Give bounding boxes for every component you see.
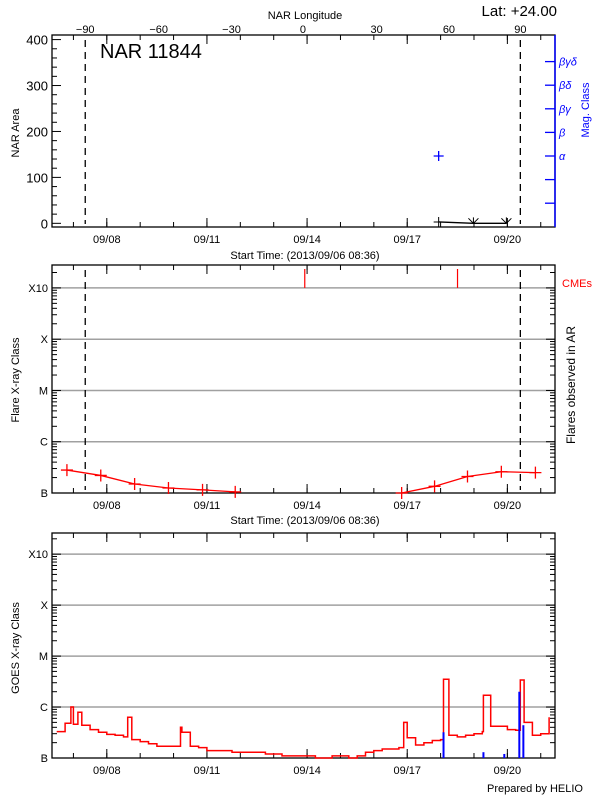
- goes-flux-line: [56, 678, 550, 759]
- longitude-tick-label: −90: [76, 24, 95, 36]
- panel1-x-tick-label: 09/17: [393, 234, 421, 246]
- longitude-tick-label: −30: [222, 24, 241, 36]
- panel2-xlabel: Start Time: (2013/09/06 08:36): [230, 515, 379, 527]
- flare-point: [162, 482, 175, 495]
- panel3-y-tick-label: C: [40, 702, 48, 714]
- longitude-tick-label: 90: [514, 24, 526, 36]
- longitude-tick-label: 30: [370, 24, 382, 36]
- panel2-y-tick-label: M: [39, 385, 48, 397]
- panel1-x-tick-label: 09/14: [293, 234, 321, 246]
- panel1-y-tick-label: 200: [26, 124, 48, 139]
- panel2-y-tick-label: B: [41, 488, 48, 500]
- top-axis-label: NAR Longitude: [268, 10, 343, 22]
- panel2-x-tick-label: 09/11: [194, 500, 221, 512]
- panel1-x-tick-label: 09/08: [93, 234, 121, 246]
- longitude-tick-label: 0: [300, 24, 306, 36]
- panel1-x-tick-label: 09/20: [494, 234, 522, 246]
- panel1-y-tick-label: 400: [26, 33, 48, 48]
- cme-label: CMEs: [562, 278, 592, 290]
- area-point-down-arrow: [468, 217, 479, 225]
- panel3-y-tick-label: X: [41, 600, 49, 612]
- area-point-down-arrow: [501, 217, 512, 225]
- panel2-x-tick-label: 09/14: [293, 500, 321, 512]
- panel3-y-tick-label: M: [39, 651, 48, 663]
- flares-observed-label: Flares observed in AR: [564, 326, 578, 444]
- panel2-y-tick-label: C: [40, 437, 48, 449]
- panel3-x-tick-label: 09/14: [293, 765, 321, 777]
- panel1-y-tick-label: 100: [26, 170, 48, 185]
- panel2-x-tick-label: 09/08: [93, 500, 121, 512]
- flare-point: [461, 470, 474, 483]
- longitude-tick-label: −60: [149, 24, 168, 36]
- panel3-y-tick-label: B: [41, 753, 48, 765]
- panel2-x-tick-label: 09/17: [393, 500, 421, 512]
- nar-title: NAR 11844: [100, 41, 202, 63]
- flare-point: [529, 466, 542, 479]
- panel1-y-tick-label: 0: [41, 216, 48, 231]
- flare-point: [60, 464, 73, 477]
- mag-class-tick-label: βγ: [558, 104, 572, 116]
- panel1-ylabel: NAR Area: [10, 108, 22, 158]
- panel2-frame: [51, 264, 556, 494]
- mag-class-tick-label: βγδ: [558, 57, 578, 69]
- panel3-x-tick-label: 09/17: [393, 765, 421, 777]
- panel2-y-tick-label: X10: [28, 283, 48, 295]
- panel3-x-tick-label: 09/08: [93, 765, 121, 777]
- panel3-frame: [51, 532, 556, 759]
- panel3-x-tick-label: 09/11: [194, 765, 221, 777]
- panel3-ylabel: GOES X-ray Class: [10, 602, 22, 694]
- mag-class-tick-label: α: [559, 151, 566, 163]
- latitude-label: Lat: +24.00: [482, 3, 557, 20]
- panel2-x-tick-label: 09/20: [494, 500, 522, 512]
- flare-point: [229, 485, 242, 498]
- panel2-y-tick-label: X: [41, 334, 49, 346]
- panel3-x-tick-label: 09/20: [494, 765, 522, 777]
- flare-point: [196, 483, 209, 496]
- longitude-tick-label: 60: [443, 24, 455, 36]
- flare-point: [428, 480, 441, 493]
- area-point-plus: [433, 216, 444, 227]
- flare-point: [495, 465, 508, 478]
- flare-point: [128, 477, 141, 490]
- panel3-y-tick-label: X10: [28, 549, 48, 561]
- footer-credit: Prepared by HELIO: [487, 783, 583, 795]
- panel1-y-tick-label: 300: [26, 79, 48, 94]
- flare-point: [94, 469, 107, 482]
- panel1-xlabel: Start Time: (2013/09/06 08:36): [230, 250, 379, 262]
- mag-class-tick-label: βδ: [558, 80, 572, 92]
- panel1-x-tick-label: 09/11: [194, 234, 221, 246]
- mag-class-point: [433, 151, 444, 161]
- mag-class-axis-label: Mag. Class: [580, 82, 592, 138]
- panel2-ylabel: Flare X-ray Class: [10, 337, 22, 422]
- flare-point: [395, 487, 408, 499]
- mag-class-tick-label: β: [558, 127, 566, 139]
